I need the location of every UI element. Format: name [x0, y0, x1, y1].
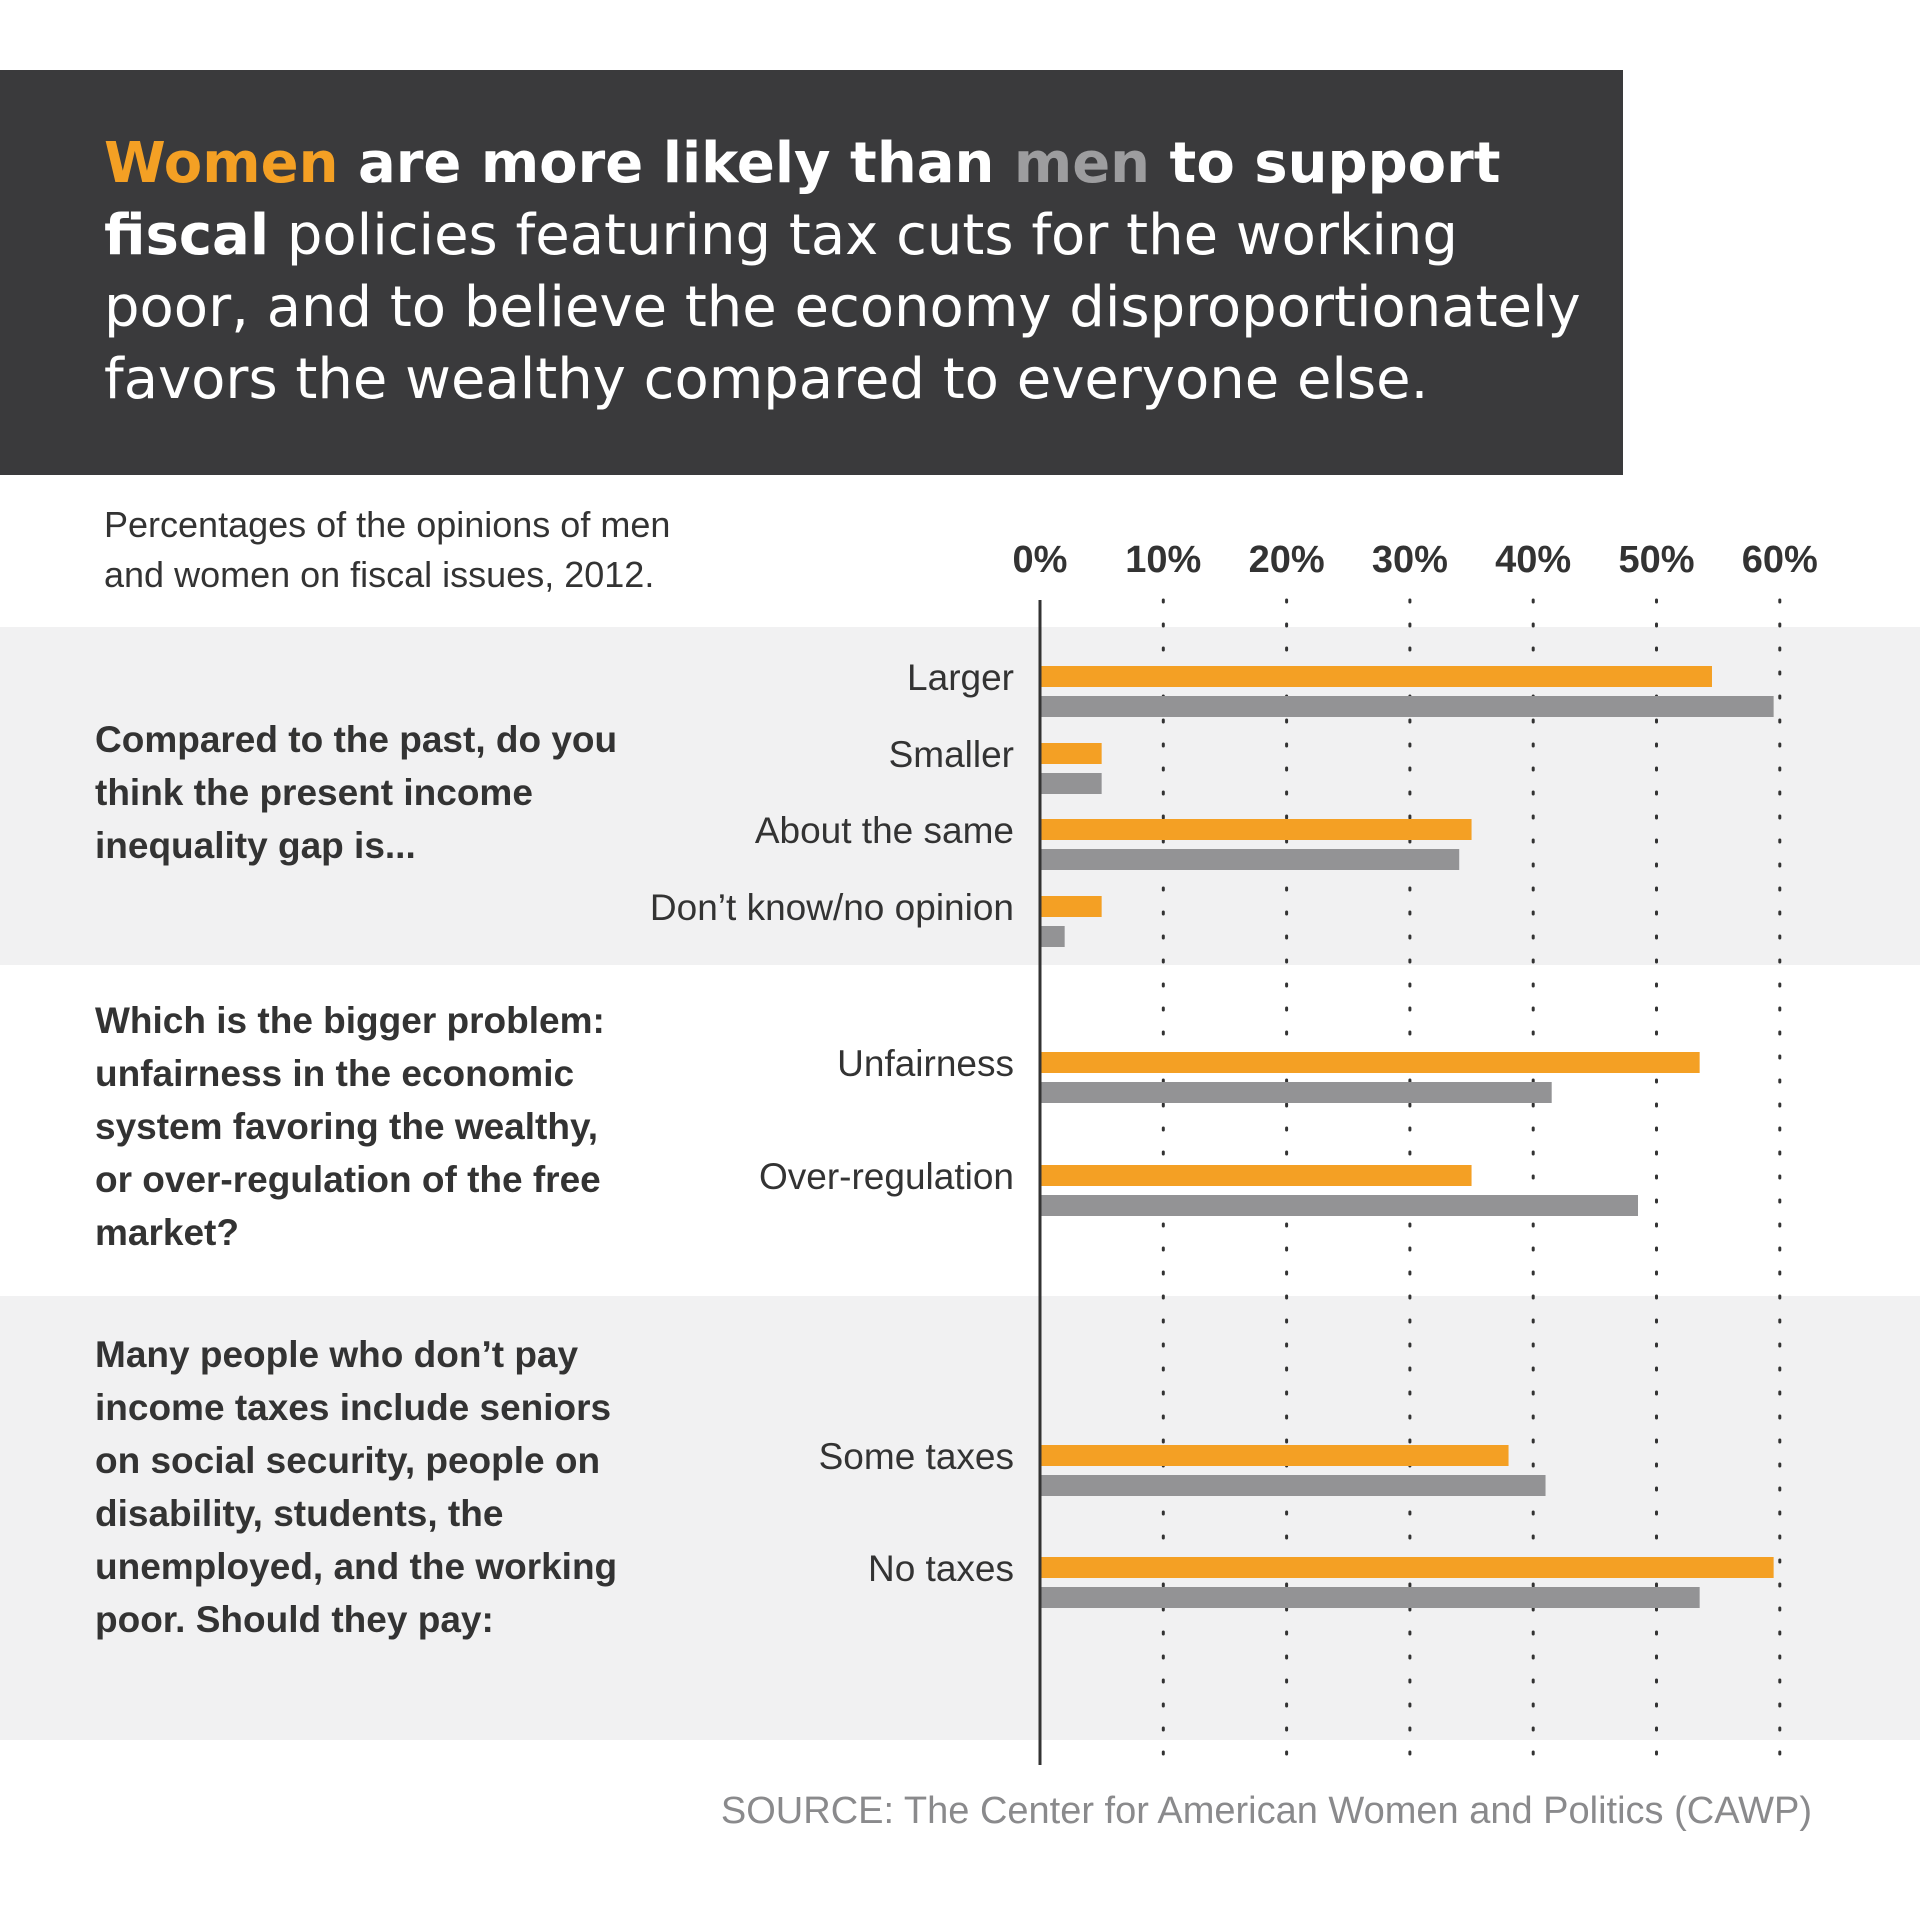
question-3: Many people who don’t pay income taxes i… [95, 1334, 618, 1640]
headline-men: men [1013, 131, 1151, 196]
bar-men [1041, 773, 1102, 794]
source-note: SOURCE: The Center for American Women an… [720, 1790, 1812, 1832]
category-label: Some taxes [819, 1436, 1014, 1477]
headline: Women are more likely than men to suppor… [104, 128, 1584, 416]
category-label: Don’t know/no opinion [650, 887, 1014, 928]
bar-women [1041, 1052, 1700, 1073]
category-label: Over-regulation [759, 1156, 1014, 1197]
category-label: About the same [755, 810, 1014, 851]
bar-men [1041, 1195, 1639, 1216]
x-tick-label: 10% [1125, 539, 1201, 581]
header-box [0, 70, 1623, 475]
category-label: Unfairness [837, 1043, 1014, 1084]
headline-women: Women [104, 131, 339, 196]
bar-women [1041, 896, 1102, 917]
category-label: No taxes [868, 1548, 1014, 1589]
category-label: Smaller [889, 734, 1014, 775]
bar-men [1041, 926, 1065, 947]
headline-bold-tail: to support fiscal [104, 131, 1501, 268]
question-2: Which is the bigger problem: unfairness … [95, 1000, 605, 1253]
bar-men [1041, 696, 1774, 717]
x-tick-label: 0% [1013, 539, 1068, 581]
question-band-3 [0, 1296, 1920, 1740]
headline-rest: policies featuring tax cuts for the work… [104, 203, 1581, 412]
x-tick-label: 60% [1742, 539, 1818, 581]
bar-women [1041, 1165, 1472, 1186]
bar-men [1041, 1082, 1552, 1103]
category-label: Larger [907, 657, 1014, 698]
headline-bold-middle: are more likely than [338, 131, 1014, 196]
x-tick-label: 40% [1495, 539, 1571, 581]
x-tick-label: 50% [1618, 539, 1694, 581]
bar-men [1041, 849, 1460, 870]
bar-men [1041, 1475, 1546, 1496]
subtitle-line: Percentages of the opinions of men [104, 504, 671, 545]
subtitle-line: and women on fiscal issues, 2012. [104, 554, 655, 595]
x-tick-label: 20% [1249, 539, 1325, 581]
bar-men [1041, 1587, 1700, 1608]
bar-women [1041, 1557, 1774, 1578]
chart-subtitle: Percentages of the opinions of men and w… [104, 500, 804, 600]
bar-women [1041, 743, 1102, 764]
bar-women [1041, 1445, 1509, 1466]
question-1: Compared to the past, do you think the p… [95, 719, 618, 866]
x-tick-label: 30% [1372, 539, 1448, 581]
bar-women [1041, 666, 1712, 687]
bar-women [1041, 819, 1472, 840]
